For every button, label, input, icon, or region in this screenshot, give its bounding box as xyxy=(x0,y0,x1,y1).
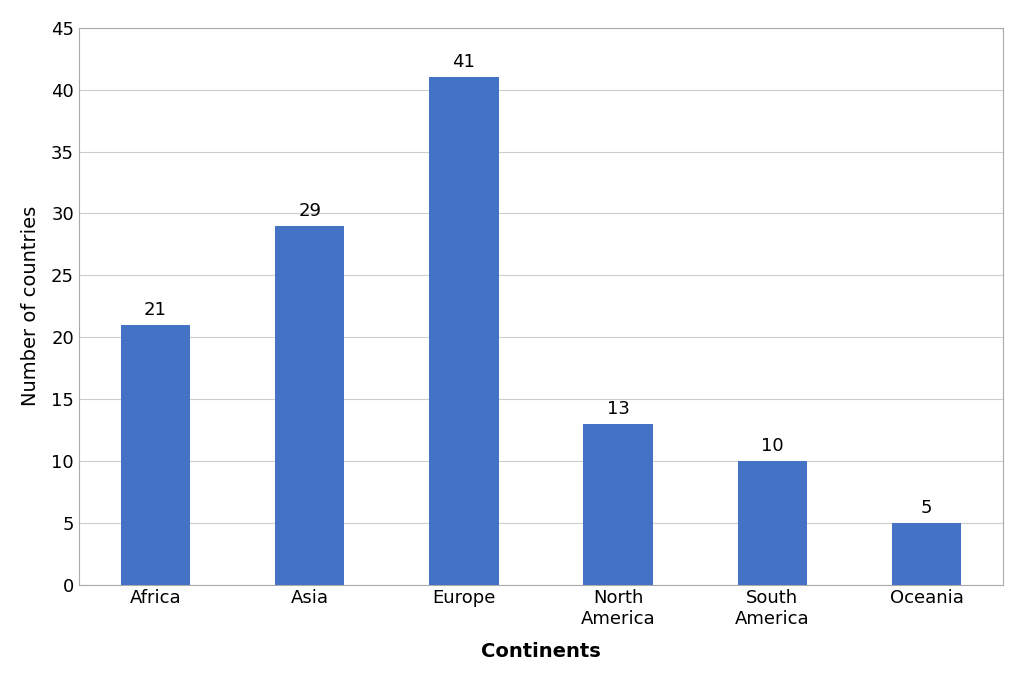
Text: 41: 41 xyxy=(453,53,475,71)
Bar xyxy=(892,522,962,584)
Bar xyxy=(429,77,499,584)
X-axis label: Continents: Continents xyxy=(481,642,601,661)
Bar xyxy=(121,325,190,584)
Text: 29: 29 xyxy=(298,202,322,220)
Text: 13: 13 xyxy=(606,400,630,417)
Y-axis label: Number of countries: Number of countries xyxy=(20,206,40,406)
Bar xyxy=(584,424,652,584)
Text: 5: 5 xyxy=(921,499,932,516)
Bar xyxy=(275,226,344,584)
Bar xyxy=(737,461,807,584)
Text: 10: 10 xyxy=(761,436,783,455)
Text: 21: 21 xyxy=(144,301,167,318)
